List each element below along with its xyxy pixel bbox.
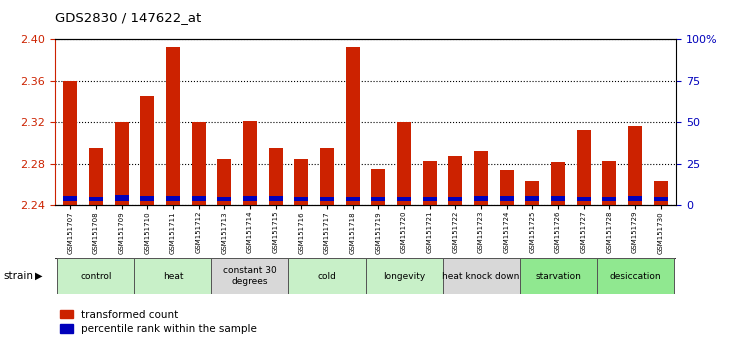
Bar — [243, 196, 257, 201]
Text: longevity: longevity — [383, 272, 425, 281]
Bar — [628, 196, 642, 201]
FancyBboxPatch shape — [135, 258, 211, 294]
FancyBboxPatch shape — [520, 258, 596, 294]
Bar — [268, 148, 283, 205]
Bar — [448, 156, 463, 205]
Bar — [654, 197, 668, 201]
Text: strain: strain — [4, 271, 34, 281]
FancyBboxPatch shape — [596, 258, 673, 294]
Bar — [140, 96, 154, 205]
Text: heat knock down: heat knock down — [442, 272, 520, 281]
Bar — [423, 161, 436, 205]
Bar — [89, 148, 103, 205]
Bar — [526, 181, 539, 205]
Bar — [295, 197, 308, 201]
Bar — [89, 197, 103, 201]
Bar — [602, 161, 616, 205]
Text: GDS2830 / 147622_at: GDS2830 / 147622_at — [55, 11, 201, 24]
Bar — [526, 196, 539, 201]
Bar — [474, 151, 488, 205]
Bar — [448, 197, 463, 201]
Bar — [371, 197, 385, 201]
FancyBboxPatch shape — [289, 258, 366, 294]
Bar — [268, 196, 283, 201]
Text: control: control — [80, 272, 112, 281]
Bar — [577, 197, 591, 201]
Bar — [397, 197, 411, 201]
Bar — [243, 121, 257, 205]
Bar — [217, 159, 231, 205]
Legend: transformed count, percentile rank within the sample: transformed count, percentile rank withi… — [60, 310, 257, 334]
Bar — [320, 197, 334, 201]
Text: constant 30
degrees: constant 30 degrees — [223, 267, 277, 286]
Bar — [192, 122, 205, 205]
Bar — [602, 197, 616, 201]
Bar — [551, 162, 565, 205]
Bar — [628, 126, 642, 205]
Bar — [115, 122, 129, 205]
Bar — [166, 196, 180, 201]
Bar — [217, 197, 231, 201]
FancyBboxPatch shape — [366, 258, 442, 294]
Bar — [63, 80, 77, 205]
Text: ▶: ▶ — [35, 271, 42, 281]
Bar — [474, 196, 488, 201]
Bar — [423, 197, 436, 201]
FancyBboxPatch shape — [442, 258, 520, 294]
Bar — [346, 197, 360, 201]
Text: desiccation: desiccation — [609, 272, 661, 281]
FancyBboxPatch shape — [211, 258, 289, 294]
Bar — [500, 196, 514, 201]
Bar — [654, 181, 668, 205]
Bar — [320, 148, 334, 205]
Bar — [346, 47, 360, 205]
Bar — [500, 170, 514, 205]
Bar — [371, 169, 385, 205]
Bar — [397, 122, 411, 205]
Bar — [115, 195, 129, 201]
Bar — [166, 47, 180, 205]
Bar — [140, 196, 154, 201]
Bar — [551, 196, 565, 201]
FancyBboxPatch shape — [58, 258, 135, 294]
Bar — [577, 130, 591, 205]
Bar — [192, 196, 205, 201]
Text: heat: heat — [163, 272, 183, 281]
Bar — [295, 159, 308, 205]
Text: starvation: starvation — [535, 272, 581, 281]
Bar — [63, 196, 77, 201]
Text: cold: cold — [317, 272, 336, 281]
